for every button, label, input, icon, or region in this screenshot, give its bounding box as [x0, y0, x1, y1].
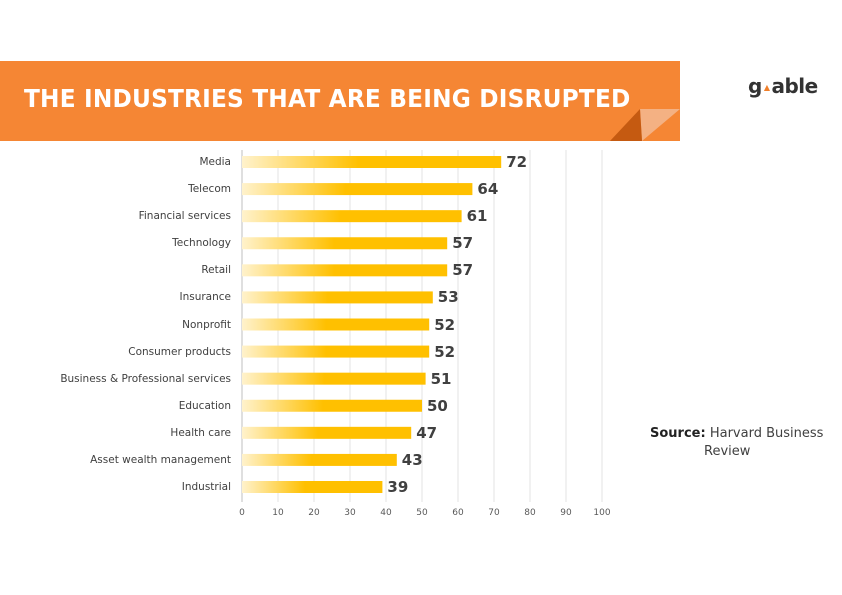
category-label: Telecom — [188, 183, 231, 196]
page-title: THE INDUSTRIES THAT ARE BEING DISRUPTED — [24, 84, 631, 113]
x-tick-label: 80 — [524, 508, 536, 518]
source-note: Source: Harvard Business Review — [650, 425, 823, 461]
category-label: Retail — [201, 264, 231, 277]
banner-body — [0, 61, 680, 141]
logo-triangle-icon: ▲ — [763, 83, 770, 92]
x-tick-label: 50 — [416, 508, 428, 518]
bar — [242, 481, 383, 493]
data-label: 57 — [452, 261, 474, 280]
logo-text-left: g — [748, 74, 762, 98]
x-tick-label: 0 — [239, 508, 245, 518]
category-label: Business & Professional services — [60, 372, 231, 385]
category-label: Technology — [172, 237, 231, 250]
bar — [242, 318, 430, 331]
banner-fold-dark — [610, 109, 642, 141]
bar — [242, 345, 430, 358]
data-label: 64 — [477, 180, 499, 199]
data-label: 50 — [427, 396, 448, 415]
data-label: 61 — [466, 207, 488, 226]
category-label: Insurance — [179, 291, 231, 304]
data-label: 57 — [452, 234, 474, 253]
x-tick-label: 40 — [380, 508, 392, 518]
banner-fold-light — [640, 109, 680, 141]
source-text-line1: Harvard Business — [709, 426, 824, 441]
data-label: 52 — [434, 342, 456, 361]
x-tick-label: 90 — [560, 508, 572, 518]
bar — [242, 183, 473, 196]
bar — [242, 426, 412, 439]
data-label: 53 — [437, 288, 459, 307]
title-banner — [0, 61, 680, 141]
bar — [242, 210, 462, 223]
source-label: Source: — [650, 426, 706, 441]
category-label: Media — [199, 156, 231, 168]
bar — [242, 399, 422, 412]
data-label: 39 — [387, 478, 409, 496]
data-label: 52 — [434, 315, 456, 334]
x-tick-label: 10 — [272, 508, 284, 518]
gable-logo: g ▲ able — [748, 74, 818, 98]
x-tick-label: 30 — [344, 508, 356, 518]
bar — [242, 372, 426, 385]
data-label: 47 — [416, 423, 438, 442]
bar — [242, 264, 448, 277]
data-label: 72 — [506, 153, 528, 171]
bar — [242, 291, 433, 304]
bar — [242, 237, 448, 250]
data-label: 43 — [401, 450, 423, 469]
category-label: Asset wealth management — [90, 453, 231, 466]
category-label: Health care — [170, 426, 231, 439]
data-label: 51 — [430, 369, 452, 388]
bar — [242, 453, 397, 466]
x-tick-label: 20 — [308, 508, 320, 518]
x-tick-label: 100 — [593, 508, 611, 518]
bar — [242, 156, 502, 168]
category-label: Education — [178, 399, 231, 412]
category-label: Nonprofit — [182, 318, 231, 331]
category-label: Financial services — [138, 210, 231, 223]
x-tick-label: 60 — [452, 508, 464, 518]
category-label: Industrial — [181, 481, 231, 493]
x-tick-label: 70 — [488, 508, 500, 518]
logo-text-right: able — [771, 74, 818, 98]
category-label: Consumer products — [128, 345, 231, 358]
source-text-line2: Review — [704, 444, 751, 459]
